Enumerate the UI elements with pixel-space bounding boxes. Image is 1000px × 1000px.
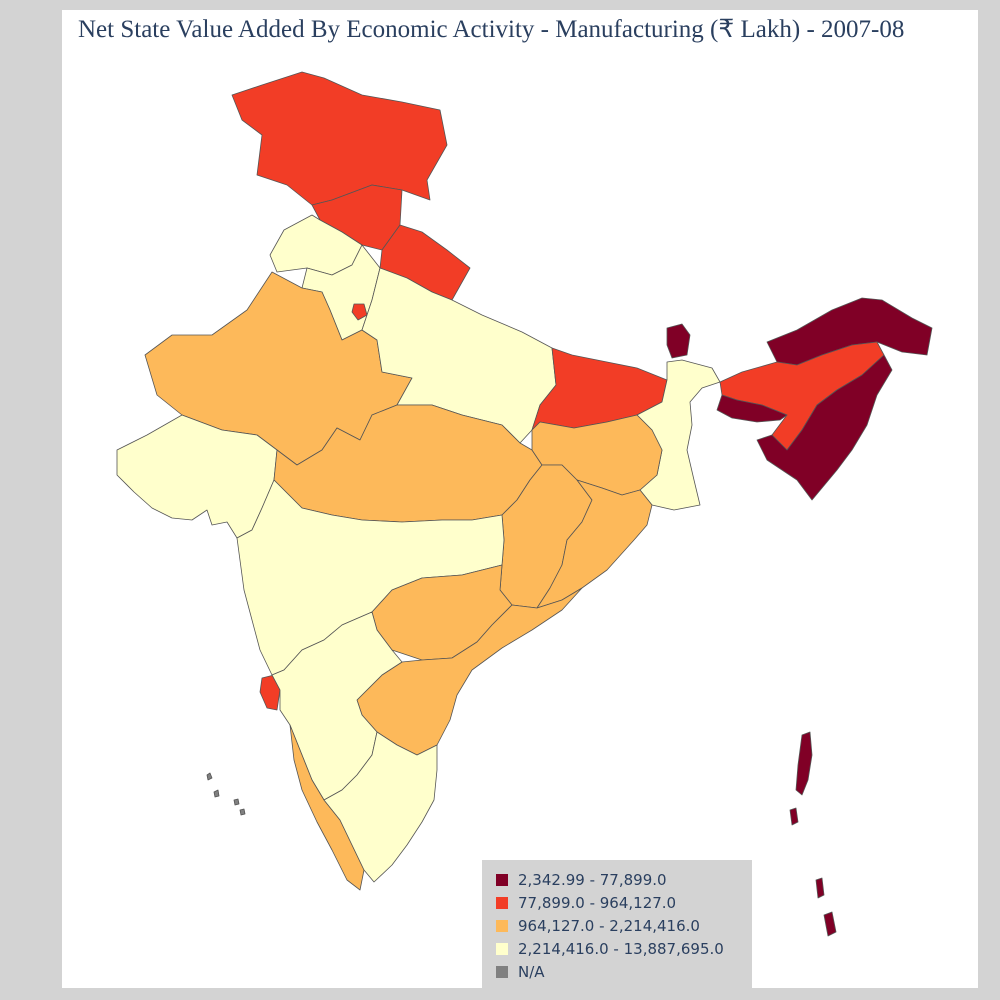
legend-swatch: [496, 874, 508, 886]
legend-item-4[interactable]: 2,214,416.0 - 13,887,695.0: [496, 939, 724, 959]
legend-swatch: [496, 920, 508, 932]
legend-item-3[interactable]: 964,127.0 - 2,214,416.0: [496, 916, 700, 936]
legend-item-5[interactable]: N/A: [496, 962, 545, 982]
region-kerala[interactable]: [289, 724, 365, 891]
region-northeast-states[interactable]: [756, 354, 893, 501]
region-lakshadweep-4[interactable]: [239, 808, 246, 816]
region-sikkim[interactable]: [666, 323, 691, 359]
region-lakshadweep-2[interactable]: [213, 789, 220, 798]
choropleth-map: [116, 71, 933, 937]
legend-swatch: [496, 943, 508, 955]
legend-item-2[interactable]: 77,899.0 - 964,127.0: [496, 893, 676, 913]
map-title: Net State Value Added By Economic Activi…: [78, 16, 905, 43]
region-delhi[interactable]: [351, 303, 368, 321]
legend-label: N/A: [518, 963, 545, 981]
region-meghalaya[interactable]: [716, 394, 788, 423]
legend-swatch: [496, 897, 508, 909]
legend-label: 77,899.0 - 964,127.0: [518, 894, 677, 912]
region-tamil-nadu[interactable]: [323, 731, 438, 883]
legend-item-1[interactable]: 2,342.99 - 77,899.0: [496, 870, 667, 890]
legend-label: 2,342.99 - 77,899.0: [518, 871, 667, 889]
legend-label: 2,214,416.0 - 13,887,695.0: [518, 940, 724, 958]
region-andaman-nicobar-2[interactable]: [789, 807, 799, 826]
map-legend: 2,342.99 - 77,899.0 77,899.0 - 964,127.0…: [482, 860, 752, 992]
region-andaman-nicobar-3[interactable]: [815, 877, 825, 899]
region-lakshadweep-3[interactable]: [233, 798, 240, 806]
region-jammu-kashmir[interactable]: [231, 71, 448, 206]
region-lakshadweep-1[interactable]: [206, 772, 213, 781]
chart-paper: Net State Value Added By Economic Activi…: [62, 10, 978, 992]
legend-label: 964,127.0 - 2,214,416.0: [518, 917, 700, 935]
region-andaman-nicobar-4[interactable]: [823, 911, 837, 937]
legend-swatch: [496, 966, 508, 978]
region-andaman-nicobar-1[interactable]: [795, 731, 813, 796]
